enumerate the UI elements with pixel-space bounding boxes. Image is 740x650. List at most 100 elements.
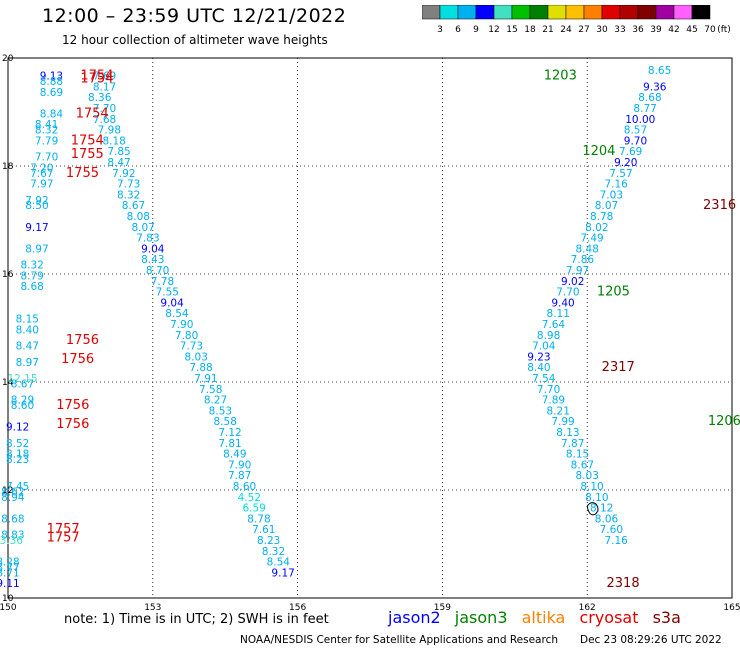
wave-height-value: 8.03: [576, 470, 599, 482]
wave-height-value: 7.80: [175, 330, 198, 342]
pass-time-label: 1756: [66, 333, 99, 348]
wave-height-value: 7.69: [619, 146, 642, 158]
wave-height-value: 8.70: [146, 265, 169, 277]
y-tick-label: 16: [2, 270, 14, 280]
wave-height-value: 8.77: [633, 103, 656, 115]
wave-height-value: 8.54: [165, 308, 189, 320]
pass-time-label: 1756: [56, 417, 89, 432]
wave-height-value: 7.70: [93, 103, 116, 115]
wave-height-value: 7.03: [600, 189, 623, 201]
x-tick-label: 156: [289, 603, 306, 613]
pass-time-label: 1205: [597, 285, 630, 300]
pass-time-label: 1204: [582, 144, 615, 159]
pass-time-label: 2316: [703, 198, 736, 213]
wave-height-value: 8.62: [1, 486, 24, 498]
wave-height-value: 7.92: [112, 168, 135, 180]
wave-height-value: 7.86: [571, 254, 595, 266]
wave-height-value: 8.32: [117, 189, 140, 201]
wave-height-value: 7.81: [218, 438, 241, 450]
colorbar-tick-label: 3: [437, 25, 443, 35]
wave-height-value: 8.21: [547, 405, 570, 417]
x-tick-label: 162: [579, 603, 596, 613]
wave-height-value: 8.68: [20, 281, 43, 293]
wave-height-value: 8.97: [25, 243, 48, 255]
wave-height-value: 8.18: [102, 135, 125, 147]
wave-height-value: 7.98: [98, 125, 121, 137]
wave-height-value: 8.83: [1, 530, 24, 542]
wave-height-value: 8.18: [6, 449, 29, 461]
wave-height-value: 8.52: [6, 438, 29, 450]
wave-height-value: 8.11: [547, 308, 570, 320]
wave-height-value: 7.20: [30, 162, 53, 174]
colorbar-tick-label: 36: [632, 25, 644, 35]
wave-height-value: 7.67: [30, 168, 53, 180]
wave-height-value: 7.70: [556, 287, 579, 299]
satellite-legend-item: altika: [521, 608, 566, 627]
wave-height-value: 7.87: [561, 438, 584, 450]
wave-height-value: 8.78: [590, 211, 613, 223]
wave-height-value: 9.11: [0, 578, 20, 590]
colorbar-swatch: [691, 5, 711, 20]
colorbar-tick-label: 6: [455, 25, 461, 35]
wave-height-value: 7.87: [228, 470, 251, 482]
colorbar-tick-label: 42: [668, 25, 679, 35]
wave-height-value: 7.85: [107, 146, 130, 158]
wave-height-value: 8.78: [247, 513, 270, 525]
wave-height-value: 8.36: [88, 92, 112, 104]
wave-height-value: 7.60: [600, 524, 623, 536]
pass-time-label: 2318: [607, 576, 640, 591]
satellite-legend-item: jason2: [388, 608, 441, 627]
pass-time-label: 1754: [80, 69, 113, 84]
wave-height-value: 7.91: [194, 373, 217, 385]
wave-height-value: 8.79: [20, 270, 43, 282]
wave-height-value: 7.90: [228, 459, 251, 471]
wave-height-value: 8.69: [40, 87, 63, 99]
wave-height-value: 7.45: [6, 481, 29, 493]
colorbar-tick-label: 21: [542, 25, 553, 35]
wave-height-value: 8.15: [16, 314, 39, 326]
wave-height-value: 8.71: [0, 567, 20, 579]
wave-height-value: 8.58: [214, 416, 237, 428]
generation-timestamp: Dec 23 08:29:26 UTC 2022: [580, 634, 722, 646]
wave-height-value: 9.04: [141, 243, 165, 255]
colorbar-tick-label: 39: [650, 25, 662, 35]
page-title: 12:00 – 23:59 UTC 12/21/2022: [42, 5, 347, 27]
wave-height-value: 4.52: [238, 492, 261, 504]
wave-height-value: 8.23: [257, 535, 280, 547]
wave-height-value: 8.54: [267, 557, 291, 569]
credit-line: NOAA/NESDIS Center for Satellite Applica…: [240, 634, 558, 646]
wave-height-value: 8.10: [585, 492, 608, 504]
wave-height-value: 7.97: [30, 179, 53, 191]
wave-height-value: 8.67: [571, 459, 594, 471]
wave-height-value: 9.17: [271, 567, 294, 579]
wave-height-value: 7.89: [542, 395, 565, 407]
colorbar-tick-label: 33: [614, 25, 625, 35]
colorbar-tick-label: 24: [560, 25, 572, 35]
wave-height-value: 7.70: [35, 152, 58, 164]
satellite-legend-item: cryosat: [579, 608, 639, 627]
pass-time-label: 1203: [544, 69, 577, 84]
wave-height-value: 8.98: [537, 330, 560, 342]
x-tick-label: 153: [144, 603, 161, 613]
colorbar-tick-label: 30: [596, 25, 608, 35]
wave-height-value: 7.58: [199, 384, 222, 396]
wave-height-value: 8.60: [233, 481, 256, 493]
colorbar-tick-label: 27: [578, 25, 589, 35]
wave-height-value: 8.47: [107, 157, 130, 169]
pass-time-label: 1755: [71, 147, 104, 162]
wave-height-value: 8.40: [527, 362, 550, 374]
wave-height-value: 9.13: [40, 71, 63, 83]
wave-height-value: 8.12: [590, 503, 613, 515]
wave-height-value: 8.97: [16, 357, 39, 369]
wave-height-value: 8.50: [25, 200, 48, 212]
wave-height-value: 8.06: [595, 513, 619, 525]
wave-height-value: 9.02: [561, 276, 584, 288]
wave-height-value: 7.16: [604, 535, 628, 547]
wave-height-value: 8.84: [40, 108, 64, 120]
wave-height-value: 7.97: [566, 265, 589, 277]
pass-time-label: 1754: [71, 133, 104, 148]
wave-height-value: 8.15: [566, 449, 589, 461]
y-tick-label: 10: [2, 594, 14, 604]
pass-time-label: 1754: [80, 71, 113, 86]
